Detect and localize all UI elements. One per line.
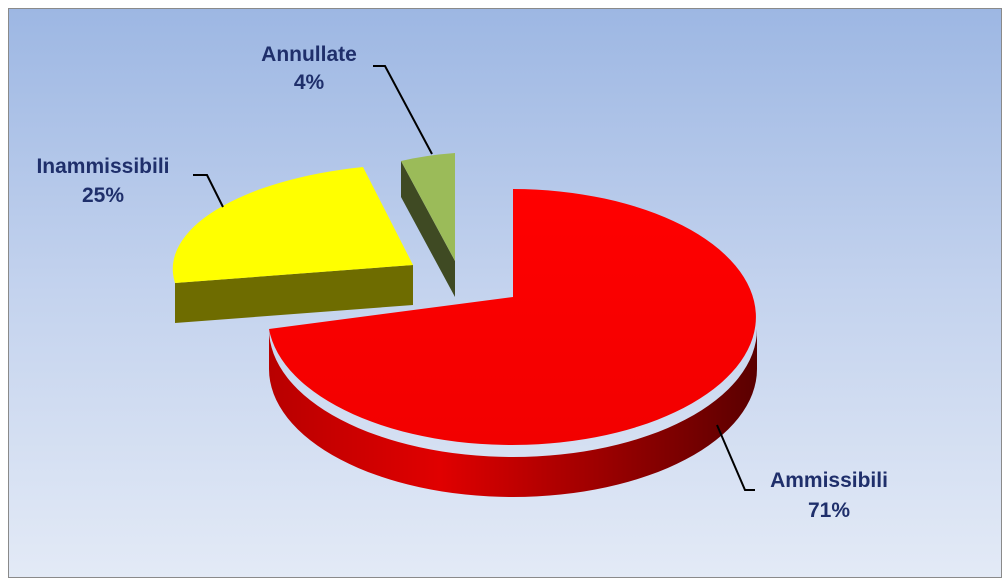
slice-inammissibili-top	[172, 167, 413, 283]
slice-annullate-side	[401, 161, 455, 297]
leader-line-ammissibili	[716, 424, 755, 491]
label-ammissibili-name: Ammissibili	[770, 469, 888, 492]
slice-ammissibili-top	[269, 189, 756, 445]
slice-ammissibili-side	[269, 329, 757, 497]
label-annullate-name: Annullate	[261, 43, 357, 66]
slice-annullate-top	[401, 153, 455, 261]
label-inammissibili-name: Inammissibili	[36, 155, 169, 178]
leader-line-annullate	[373, 65, 433, 155]
label-inammissibili-value: 25%	[82, 184, 124, 207]
leader-line-inammissibili	[193, 174, 224, 208]
label-annullate-value: 4%	[294, 71, 325, 94]
label-ammissibili-value: 71%	[808, 499, 850, 522]
slice-inammissibili	[172, 167, 413, 323]
slice-annullate	[401, 153, 455, 297]
chart-area: Annullate 4% Inammissibili 25% Ammissibi…	[8, 8, 1002, 578]
slice-inammissibili-side	[175, 265, 413, 323]
slice-ammissibili	[269, 189, 757, 497]
pie-chart: Annullate 4% Inammissibili 25% Ammissibi…	[36, 43, 888, 522]
